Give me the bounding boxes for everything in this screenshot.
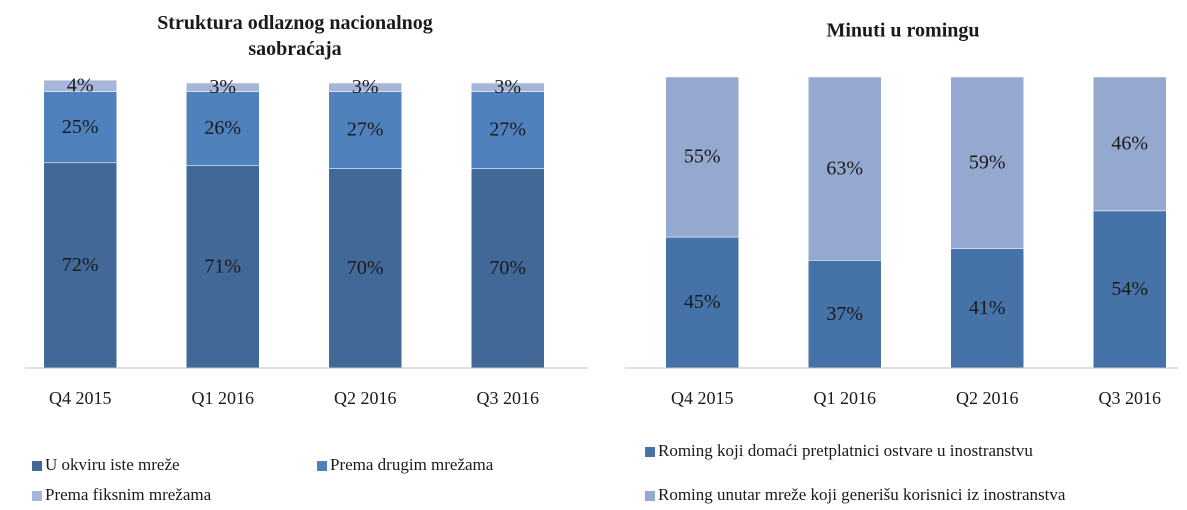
data-label: 27% <box>347 119 384 141</box>
bar-segment <box>1093 210 1167 369</box>
bar-segment <box>808 76 882 261</box>
x-tick-label: Q4 2015 <box>671 388 734 408</box>
bar-segment <box>43 79 117 92</box>
x-tick-label: Q2 2016 <box>956 388 1019 408</box>
data-label: 55% <box>684 146 721 168</box>
data-label: 59% <box>969 151 1006 173</box>
data-label: 46% <box>1111 133 1148 155</box>
legend-label: Prema drugim mrežama <box>330 455 494 474</box>
bar-segment <box>1093 76 1167 212</box>
bar-segment <box>328 82 402 92</box>
data-label: 45% <box>684 291 721 313</box>
chart-title: Struktura odlaznog nacionalnog saobraćaja <box>157 12 433 60</box>
data-label: 72% <box>62 254 99 276</box>
data-label: 70% <box>489 257 526 279</box>
bar-segment <box>471 82 545 92</box>
bar-segment <box>808 260 882 369</box>
bar-segment <box>950 248 1024 369</box>
legend-label: U okviru iste mreže <box>45 455 180 474</box>
data-label: 71% <box>204 255 241 277</box>
legend-label: Roming unutar mreže koji generišu korisn… <box>658 485 1066 504</box>
bar-segment <box>471 91 545 169</box>
legend-swatch <box>645 491 655 501</box>
bar-segment <box>43 162 117 369</box>
legend-swatch <box>317 461 327 471</box>
data-label: 25% <box>62 116 99 138</box>
bar-segment <box>186 91 260 166</box>
data-label: 3% <box>352 76 379 98</box>
data-label: 41% <box>969 297 1006 319</box>
x-tick-label: Q1 2016 <box>192 388 255 408</box>
legend-swatch <box>32 491 42 501</box>
chart-title: Minuti u romingu <box>827 20 980 42</box>
bar-segment <box>950 76 1024 249</box>
x-tick-label: Q3 2016 <box>1099 388 1162 408</box>
data-label: 70% <box>347 257 384 279</box>
bar-segment <box>665 236 739 369</box>
data-label: 3% <box>209 76 236 98</box>
bar-segment <box>186 165 260 369</box>
x-tick-label: Q4 2015 <box>49 388 112 408</box>
bar-segment <box>43 91 117 164</box>
legend-label: Prema fiksnim mrežama <box>45 485 212 504</box>
data-label: 63% <box>826 157 863 179</box>
data-label: 37% <box>826 303 863 325</box>
x-tick-label: Q1 2016 <box>814 388 877 408</box>
legend-swatch <box>32 461 42 471</box>
data-label: 3% <box>494 76 521 98</box>
bar-segment <box>471 168 545 369</box>
bar-segment <box>186 82 260 92</box>
x-tick-label: Q2 2016 <box>334 388 397 408</box>
bar-segment <box>665 76 739 238</box>
x-tick-label: Q3 2016 <box>477 388 540 408</box>
legend-swatch <box>645 447 655 457</box>
data-label: 27% <box>489 119 526 141</box>
data-label: 4% <box>67 74 94 96</box>
legend-label: Roming koji domaći pretplatnici ostvare … <box>658 441 1033 460</box>
data-label: 26% <box>204 117 241 139</box>
data-label: 54% <box>1111 278 1148 300</box>
